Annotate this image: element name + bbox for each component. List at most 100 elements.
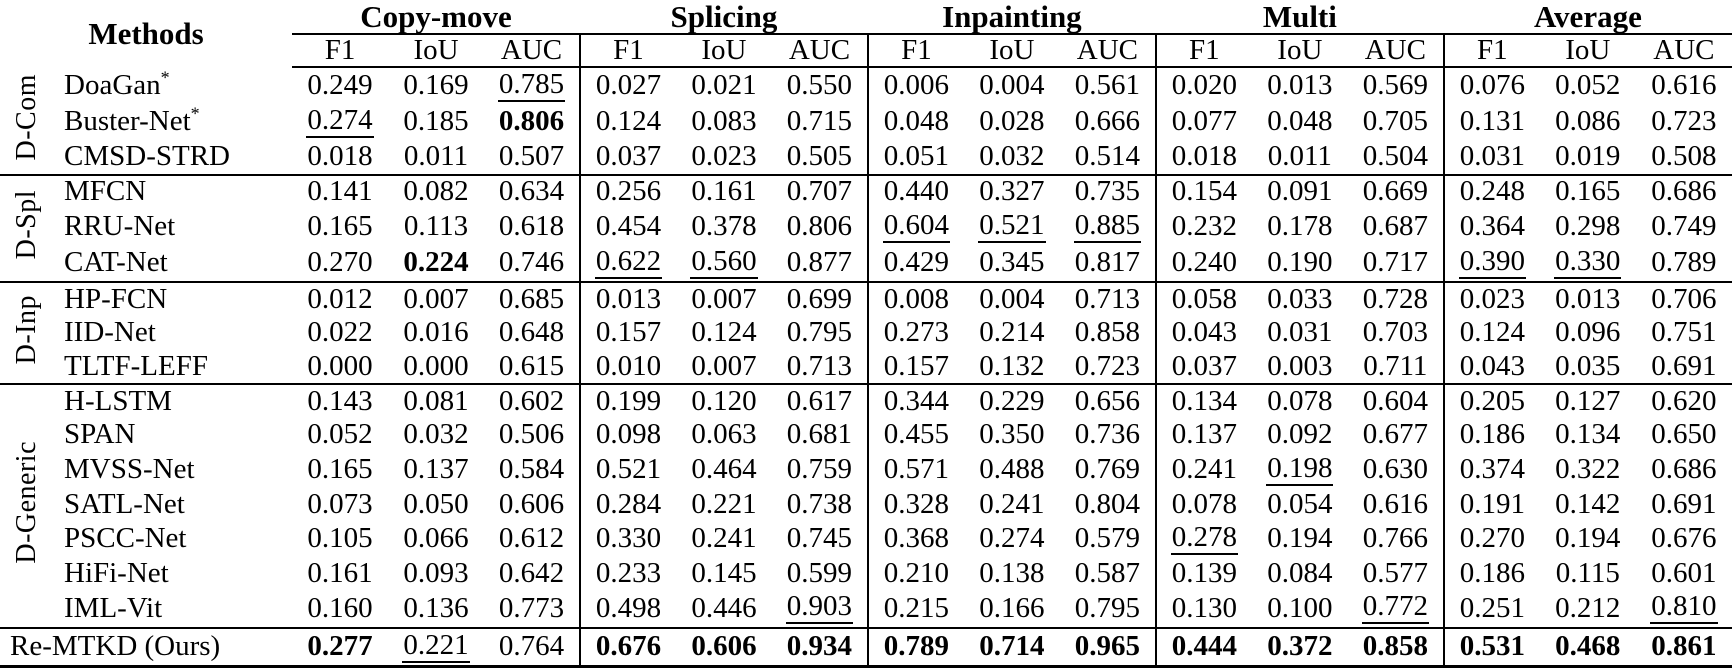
metric-value: 0.127 xyxy=(1555,385,1621,418)
method-label: HP-FCN xyxy=(64,282,168,315)
table-row: D-Spl MFCN 0.141 0.082 0.634 0.256 0.161 0.707 0… xyxy=(0,174,1732,284)
metric-cell: 0.058 xyxy=(1156,282,1252,316)
metric-cell: 0.602 xyxy=(483,384,581,419)
metric-value: 0.000 xyxy=(403,349,469,382)
metric-cell: 0.031 xyxy=(1443,140,1540,176)
metric-cell: 0.093 xyxy=(388,557,484,590)
method-label: RRU-Net xyxy=(64,210,176,243)
metric-cell: 0.018 xyxy=(292,140,388,176)
method-name: CAT-Net xyxy=(54,244,293,284)
metric-value: 0.686 xyxy=(1651,175,1717,208)
metric-cell: 0.004 xyxy=(964,67,1060,104)
method-name: IML-Vit xyxy=(54,590,293,629)
metric-cell: 0.032 xyxy=(963,140,1060,176)
metric-value: 0.199 xyxy=(595,385,662,418)
metric-cell: 0.372 xyxy=(1251,627,1348,668)
metric-value: 0.390 xyxy=(1458,245,1526,279)
metric-cell: 0.022 xyxy=(292,316,388,349)
metric-value: 0.498 xyxy=(595,591,662,624)
method-name: HiFi-Net xyxy=(54,557,292,590)
metric-cell: 0.031 xyxy=(1252,316,1348,349)
metric-cell: 0.615 xyxy=(483,349,581,386)
metric-value: 0.233 xyxy=(595,556,662,589)
metric-cell: 0.569 xyxy=(1347,67,1445,105)
metric-value: 0.604 xyxy=(882,208,951,243)
metric-value: 0.051 xyxy=(883,140,950,173)
metric-cell: 0.078 xyxy=(1156,488,1252,521)
metric-cell: 0.344 xyxy=(868,384,964,418)
metric-value: 0.691 xyxy=(1651,487,1717,520)
method-label: TLTF-LEFF xyxy=(64,349,208,382)
metric-cell: 0.650 xyxy=(1636,419,1732,452)
metric-value: 0.205 xyxy=(1459,385,1525,418)
metric-cell: 0.785 xyxy=(483,67,581,105)
metric-cell: 0.514 xyxy=(1059,140,1157,176)
metric-cell: 0.617 xyxy=(771,384,869,419)
metric-cell: 0.124 xyxy=(676,316,772,349)
metric-cell: 0.137 xyxy=(1156,419,1252,452)
metric-cell: 0.706 xyxy=(1636,282,1732,316)
metric-header-f1: F1 xyxy=(1155,34,1252,68)
metric-cell: 0.455 xyxy=(868,419,964,452)
metric-value: 0.666 xyxy=(1074,105,1140,138)
metric-cell: 0.166 xyxy=(963,590,1060,629)
metric-cell: 0.012 xyxy=(292,282,388,316)
metric-cell: 0.504 xyxy=(1347,140,1445,176)
asterisk-marker: * xyxy=(190,103,200,124)
method-name: DoaGan* xyxy=(54,67,292,104)
metric-value: 0.137 xyxy=(1171,418,1237,451)
metric-value: 0.037 xyxy=(1171,349,1237,382)
metric-cell: 0.000 xyxy=(292,349,388,386)
metric-cell: 0.804 xyxy=(1059,487,1157,522)
metric-value: 0.160 xyxy=(307,591,373,624)
metric-value: 0.130 xyxy=(1171,591,1237,624)
metric-header-f1: F1 xyxy=(579,34,676,68)
metric-value: 0.241 xyxy=(691,522,757,555)
metric-value: 0.330 xyxy=(595,522,662,555)
table-row: IML-Vit 0.160 0.136 0.773 0.498 0.446 0.903 0.2… xyxy=(0,590,1732,629)
metric-value: 0.274 xyxy=(306,104,374,139)
metric-cell: 0.703 xyxy=(1347,316,1445,350)
metric-value: 0.241 xyxy=(1171,453,1237,486)
metric-value: 0.571 xyxy=(883,453,950,486)
metric-value: 0.007 xyxy=(403,282,469,315)
metric-value: 0.016 xyxy=(403,316,469,349)
metric-value: 0.861 xyxy=(1651,629,1717,662)
metric-value: 0.165 xyxy=(307,210,373,243)
metric-cell: 0.274 xyxy=(964,521,1060,557)
metric-value: 0.022 xyxy=(307,316,373,349)
method-name: PSCC-Net xyxy=(54,521,292,557)
metric-value: 0.444 xyxy=(1171,629,1237,662)
metric-value: 0.328 xyxy=(883,487,950,520)
metric-cell: 0.642 xyxy=(483,557,581,591)
metric-cell: 0.686 xyxy=(1636,175,1732,209)
metric-cell: 0.634 xyxy=(483,174,581,209)
method-label: PSCC-Net xyxy=(64,522,187,555)
metric-cell: 0.165 xyxy=(292,452,388,488)
metric-value: 0.284 xyxy=(595,487,662,520)
metric-cell: 0.165 xyxy=(292,209,388,245)
metric-value: 0.073 xyxy=(307,487,373,520)
metric-cell: 0.018 xyxy=(1155,140,1252,176)
metric-header-f1: F1 xyxy=(867,34,964,68)
metric-value: 0.745 xyxy=(786,522,853,555)
metric-header-auc: AUC xyxy=(771,34,869,68)
metric-cell: 0.322 xyxy=(1540,452,1636,488)
metric-cell: 0.270 xyxy=(292,244,388,284)
metric-cell: 0.681 xyxy=(771,418,869,452)
metric-cell: 0.728 xyxy=(1347,282,1445,317)
metric-cell: 0.903 xyxy=(771,590,869,629)
metric-cell: 0.241 xyxy=(676,521,772,557)
metric-value: 0.656 xyxy=(1074,385,1140,418)
metric-value: 0.169 xyxy=(403,69,469,102)
metric-value: 0.134 xyxy=(1171,385,1237,418)
metric-cell: 0.052 xyxy=(292,419,388,452)
table-row: MVSS-Net 0.165 0.137 0.584 0.521 0.464 0.759 0.… xyxy=(0,451,1732,488)
metric-cell: 0.139 xyxy=(1156,557,1252,590)
metric-cell: 0.194 xyxy=(1252,521,1348,557)
metric-cell: 0.498 xyxy=(579,590,676,629)
metric-cell: 0.194 xyxy=(1540,521,1636,557)
metric-value: 0.723 xyxy=(1074,349,1140,382)
metric-cell: 0.027 xyxy=(580,67,676,104)
metric-value: 0.018 xyxy=(307,140,373,173)
